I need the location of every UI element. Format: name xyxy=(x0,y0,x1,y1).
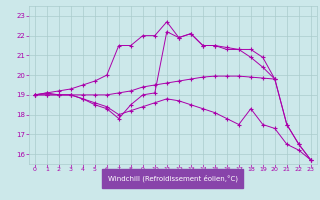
X-axis label: Windchill (Refroidissement éolien,°C): Windchill (Refroidissement éolien,°C) xyxy=(108,175,238,182)
